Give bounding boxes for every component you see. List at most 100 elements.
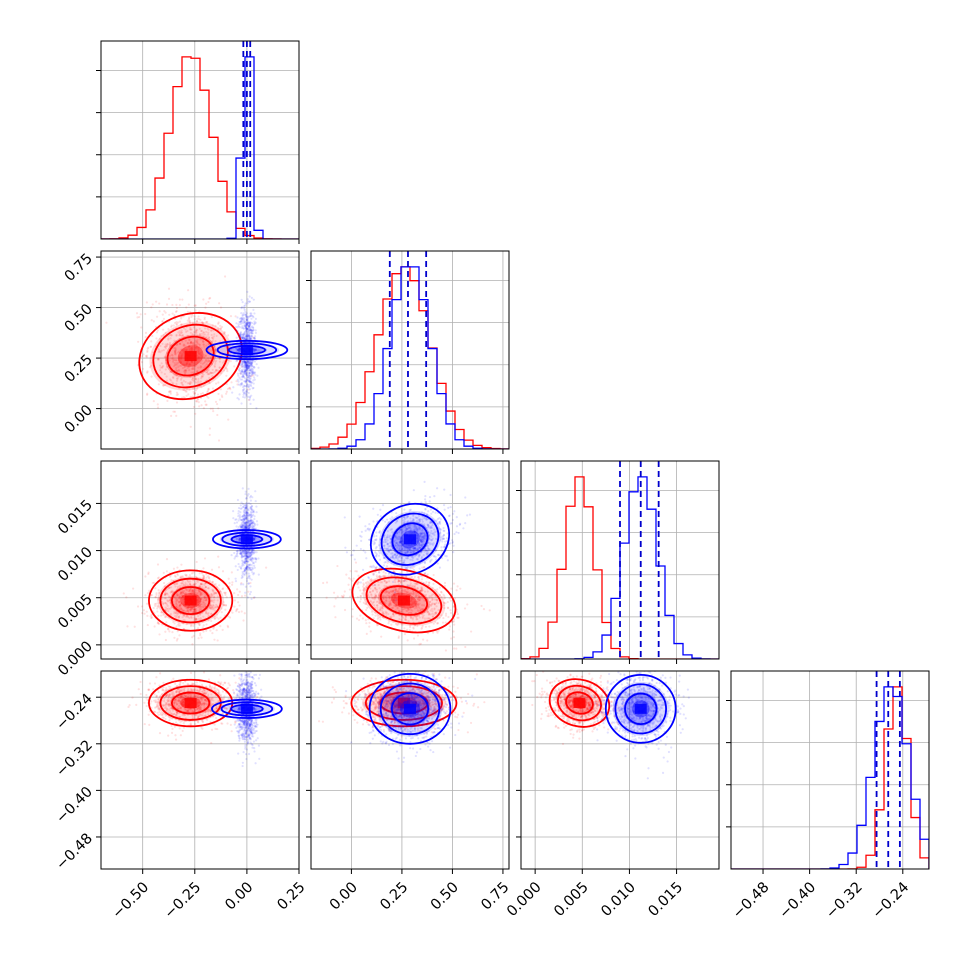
- panel-2-2: [516, 460, 720, 664]
- contour-0-0: [138, 312, 243, 401]
- grid-lines: [521, 671, 719, 869]
- panel-content: [531, 671, 690, 780]
- contour-1-1: [216, 342, 278, 358]
- panel-0-0: [96, 40, 300, 244]
- panel-frame: [730, 670, 930, 870]
- panel-frame: [100, 670, 300, 870]
- x-tick-label-0-3: 0.25: [274, 879, 308, 913]
- x-tick-label-2-2: 0.010: [598, 879, 639, 920]
- density-peak-1: [240, 534, 253, 545]
- contour-1-0: [205, 339, 289, 361]
- y-tick-label-3-1: −0.40: [53, 784, 96, 827]
- contour-0-1: [159, 577, 222, 624]
- y-tick-label-2-2: 0.010: [55, 544, 96, 585]
- panel-content: [311, 251, 509, 449]
- density-peak-0: [184, 698, 197, 709]
- panel-content: [122, 487, 282, 646]
- grid-lines: [311, 251, 509, 449]
- panel-frame: [310, 460, 510, 660]
- contour-0-0: [148, 569, 234, 632]
- y-tick-label-3-3: −0.24: [53, 691, 96, 734]
- contour-0-2: [170, 691, 211, 715]
- panel-frame: [100, 250, 300, 450]
- density-peak-1: [240, 345, 253, 355]
- panel-frame: [520, 670, 720, 870]
- x-tick-label-3-2: −0.32: [823, 879, 866, 922]
- y-tick-label-1-0: 0.00: [62, 402, 96, 436]
- panel-content: [127, 671, 283, 768]
- contour-1-1: [614, 683, 667, 735]
- histogram-series-0: [731, 686, 929, 869]
- contour-1-1: [379, 682, 441, 736]
- panel-content: [105, 275, 289, 442]
- x-tick-label-2-0: 0.000: [504, 879, 545, 920]
- contour-1-1: [221, 531, 273, 547]
- density-peak-1: [240, 703, 253, 714]
- grid-lines: [731, 671, 929, 869]
- contour-0-2: [166, 335, 215, 377]
- x-tick-label-1-2: 0.50: [428, 879, 462, 913]
- density-peak-1: [634, 703, 647, 714]
- x-tick-label-0-2: 0.00: [222, 879, 256, 913]
- contour-0-0: [351, 567, 457, 634]
- contour-0-2: [170, 586, 211, 616]
- contour-1-2: [624, 692, 658, 726]
- panel-frame: [520, 460, 720, 660]
- x-tick-label-0-0: −0.50: [110, 879, 153, 922]
- histogram-series-0: [311, 266, 509, 449]
- x-tick-label-1-1: 0.25: [377, 879, 411, 913]
- grid-lines: [101, 461, 300, 659]
- contour-1-0: [369, 502, 451, 576]
- panel-3-1: 0.00 0.25 0.50 0.75: [306, 670, 513, 913]
- panel-content: [317, 671, 486, 764]
- panel-frame: [310, 250, 510, 450]
- panel-frame: [100, 40, 300, 240]
- histogram-series-1: [731, 686, 929, 869]
- panel-1-1: [306, 250, 510, 454]
- histogram-series-1: [311, 266, 509, 449]
- panel-3-0: −0.50 −0.25 0.00 0.25 −0.48−0.40−0.32−0.24: [53, 670, 309, 922]
- contour-1-0: [604, 674, 677, 744]
- panel-content: [322, 480, 491, 652]
- x-tick-label-3-1: −0.40: [776, 879, 819, 922]
- contour-1-1: [220, 701, 274, 717]
- y-tick-label-3-2: −0.32: [53, 737, 96, 780]
- y-tick-label-1-1: 0.25: [62, 352, 96, 386]
- contour-1-0: [212, 529, 282, 550]
- y-tick-label-1-3: 0.75: [62, 251, 96, 285]
- panel-content: [731, 671, 929, 869]
- y-tick-label-3-0: −0.48: [53, 831, 96, 874]
- contour-1-2: [391, 522, 429, 557]
- contour-1-2: [390, 692, 430, 726]
- contour-0-2: [379, 585, 429, 616]
- density-peak-0: [573, 698, 586, 709]
- density-peak-0: [184, 351, 197, 362]
- contour-0-1: [364, 685, 443, 721]
- contour-0-2: [565, 691, 594, 715]
- panel-2-0: 0.000 0.005 0.010 0.015: [55, 460, 300, 679]
- panel-3-2: 0.000 0.005 0.010 0.015: [504, 670, 720, 920]
- panel-2-1: [306, 460, 510, 664]
- density-peak-0: [397, 595, 410, 606]
- contour-1-0: [211, 698, 283, 719]
- histogram-series-0: [521, 476, 719, 659]
- density-peak-1: [404, 703, 416, 714]
- contour-0-0: [548, 678, 611, 728]
- x-tick-label-2-3: 0.015: [646, 879, 687, 920]
- panel-frame: [310, 670, 510, 870]
- x-tick-label-1-0: 0.00: [327, 879, 361, 913]
- panel-3-3: −0.48 −0.40 −0.32 −0.24: [726, 670, 930, 922]
- y-tick-label-1-2: 0.50: [62, 301, 96, 335]
- contour-0-0: [350, 678, 458, 728]
- panel-frame: [100, 460, 300, 660]
- y-tick-label-2-0: 0.000: [55, 638, 96, 679]
- density-peak-1: [404, 534, 416, 545]
- contour-0-1: [556, 684, 602, 722]
- density-peak-0: [184, 595, 197, 606]
- contour-1-0: [368, 673, 452, 745]
- y-tick-label-2-1: 0.005: [55, 591, 96, 632]
- histogram-series-0: [101, 56, 299, 239]
- x-tick-label-0-1: −0.25: [162, 879, 205, 922]
- x-tick-label-3-0: −0.48: [730, 879, 773, 922]
